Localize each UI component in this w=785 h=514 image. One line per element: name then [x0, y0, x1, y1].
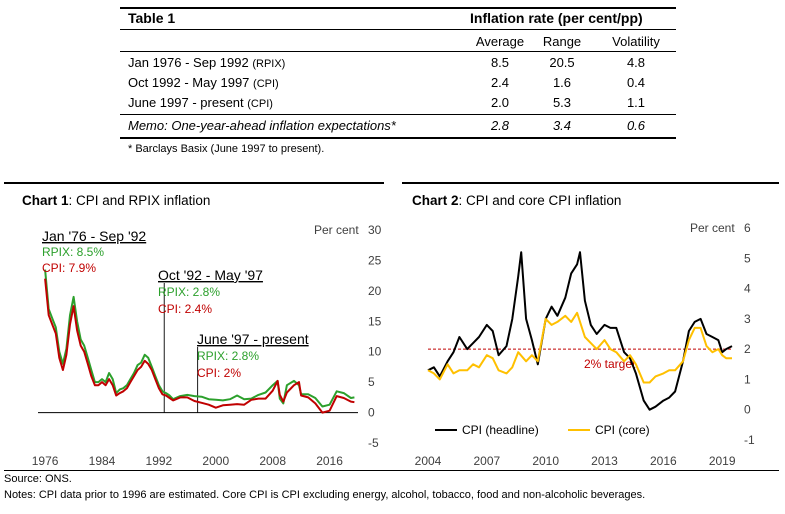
row-period: Jan 1976 - Sep 1992 [128, 55, 249, 70]
y-tick-label: 30 [368, 223, 382, 237]
x-tick-label: 2004 [415, 454, 442, 468]
table-group-header: Inflation rate (per cent/pp) [470, 10, 643, 26]
y-tick-label: 6 [744, 221, 751, 235]
chart2: Per cent 6 5 4 3 2 1 0 -1 2004 2007 2010 2013 2016 2… [415, 221, 755, 468]
chart1-ylabel: Per cent [314, 223, 359, 237]
table-row: Oct 1992 - May 1997 (CPI) [128, 75, 279, 90]
memo-label: Memo: One-year-ahead inflation expectati… [128, 118, 396, 133]
table-cell: 3.4 [552, 118, 572, 133]
x-tick-label: 2019 [709, 454, 736, 468]
x-tick-label: 2013 [591, 454, 618, 468]
y-tick-label: 0 [368, 406, 375, 420]
table-title: Table 1 [128, 10, 176, 26]
col-header-average: Average [475, 34, 525, 49]
chart2-title: Chart 2: CPI and core CPI inflation [412, 193, 621, 208]
x-tick-label: 2000 [202, 454, 229, 468]
table-cell: 2.8 [490, 118, 510, 133]
chart1: Per cent 30 25 20 15 10 5 0 -5 1976 1984 1992 2000… [32, 223, 382, 468]
table-cell: 1.1 [626, 95, 646, 110]
x-tick-label: 1992 [146, 454, 173, 468]
table-cell: 0.4 [626, 75, 646, 90]
annotation-rpix-1: RPIX: 8.5% [42, 245, 104, 259]
x-tick-label: 2007 [473, 454, 500, 468]
table-cell: 1.6 [552, 75, 572, 90]
table-cell: 8.5 [490, 55, 510, 70]
y-tick-label: 10 [368, 345, 382, 359]
y-tick-label: 5 [368, 375, 375, 389]
table-cell: 2.0 [490, 95, 510, 110]
series-line-rpix [44, 269, 355, 408]
row-measure: (CPI) [247, 98, 273, 110]
table-cell: 4.8 [626, 55, 646, 70]
y-tick-label: 15 [368, 314, 382, 328]
y-tick-label: 3 [744, 312, 751, 326]
chart2-title-rest: : CPI and core CPI inflation [458, 193, 622, 208]
y-tick-label: 25 [368, 253, 382, 267]
x-tick-label: 2008 [259, 454, 286, 468]
table-row: Jan 1976 - Sep 1992 (RPIX) [128, 55, 285, 70]
legend-label-core: CPI (core) [595, 423, 650, 437]
x-tick-label: 1976 [32, 454, 59, 468]
annotation-rpix-3: RPIX: 2.8% [197, 349, 259, 363]
y-tick-label: 1 [744, 372, 751, 386]
table-footnote: * Barclays Basix (June 1997 to present). [128, 143, 325, 155]
x-tick-label: 2010 [532, 454, 559, 468]
table-cell: 5.3 [552, 95, 572, 110]
table-row: June 1997 - present (CPI) [128, 95, 273, 110]
row-period: Oct 1992 - May 1997 [128, 75, 250, 90]
legend-label-headline: CPI (headline) [462, 423, 539, 437]
source-note: Source: ONS. [4, 473, 72, 485]
table-cell: 2.4 [490, 75, 510, 90]
annotation-heading-3: June '97 - present [197, 331, 309, 347]
annotation-cpi-3: CPI: 2% [197, 366, 241, 380]
y-tick-label: 0 [744, 403, 751, 417]
col-header-volatility: Volatility [612, 34, 660, 49]
target-label: 2% target [584, 357, 636, 371]
x-tick-label: 2016 [316, 454, 343, 468]
x-tick-label: 1984 [89, 454, 116, 468]
series-line-cpi-headline [427, 251, 733, 411]
y-tick-label: -5 [368, 436, 379, 450]
y-tick-label: 20 [368, 284, 382, 298]
chart1-title: Chart 1: CPI and RPIX inflation [22, 193, 210, 208]
annotation-cpi-1: CPI: 7.9% [42, 261, 96, 275]
row-period: June 1997 - present [128, 95, 244, 110]
y-tick-label: 5 [744, 251, 751, 265]
x-tick-label: 2016 [650, 454, 677, 468]
notes: Notes: CPI data prior to 1996 are estima… [4, 489, 646, 501]
row-measure: (RPIX) [252, 58, 286, 70]
chart1-title-bold: Chart 1 [22, 193, 69, 208]
table-cell: 20.5 [549, 55, 575, 70]
col-header-range: Range [542, 34, 582, 49]
annotation-rpix-2: RPIX: 2.8% [158, 285, 220, 299]
row-measure: (CPI) [253, 78, 279, 90]
annotation-heading-2: Oct '92 - May '97 [158, 267, 263, 283]
series-line-cpi [44, 278, 355, 414]
chart2-title-bold: Chart 2 [412, 193, 459, 208]
chart1-title-rest: : CPI and RPIX inflation [68, 193, 211, 208]
annotation-cpi-2: CPI: 2.4% [158, 302, 212, 316]
chart2-ylabel: Per cent [690, 221, 735, 235]
table-cell: 0.6 [626, 118, 646, 133]
annotation-heading-1: Jan '76 - Sep '92 [42, 228, 146, 244]
y-tick-label: -1 [744, 433, 755, 447]
y-tick-label: 4 [744, 282, 751, 296]
series-line-cpi-core [427, 311, 732, 384]
y-tick-label: 2 [744, 342, 751, 356]
